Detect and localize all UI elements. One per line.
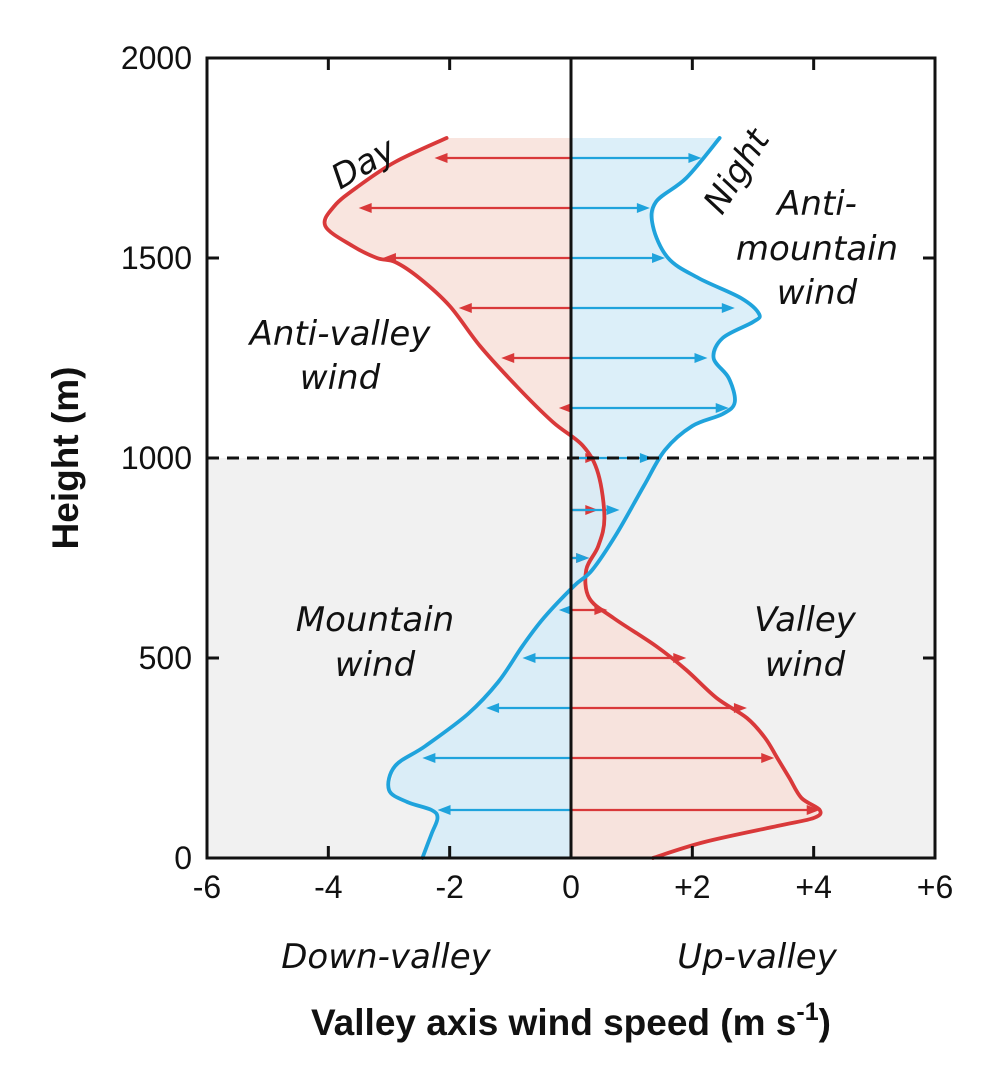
valley-wind-label-line2: wind xyxy=(765,645,846,685)
y-tick-label: 0 xyxy=(174,840,192,876)
anti-mountain-label-line1: Anti- xyxy=(775,184,857,224)
valley-wind-label-line1: Valley xyxy=(754,600,857,640)
y-tick-label: 2000 xyxy=(121,40,192,76)
x-axis-title: Valley axis wind speed (m s-1) xyxy=(311,998,831,1043)
y-tick-label: 1500 xyxy=(121,240,192,276)
y-tick-label: 500 xyxy=(139,640,192,676)
night-curve-label: Night xyxy=(696,121,779,221)
anti-valley-label-line1: Anti-valley xyxy=(248,314,432,354)
y-tick-label: 1000 xyxy=(121,440,192,476)
mountain-wind-label-line2: wind xyxy=(335,645,416,685)
anti-valley-label-line2: wind xyxy=(300,358,381,398)
up-valley-label: Up-valley xyxy=(677,937,838,977)
x-tick-label: 0 xyxy=(562,869,580,905)
x-tick-label: -4 xyxy=(314,869,342,905)
x-tick-label: +6 xyxy=(917,869,953,905)
x-tick-label: -2 xyxy=(435,869,463,905)
x-tick-label: -6 xyxy=(193,869,221,905)
x-axis-title-close: ) xyxy=(819,1002,831,1043)
mountain-wind-label-line1: Mountain xyxy=(296,600,454,640)
x-tick-label: +2 xyxy=(674,869,710,905)
x-axis-title-superscript: -1 xyxy=(796,998,818,1026)
down-valley-label: Down-valley xyxy=(281,937,491,977)
anti-mountain-label-line3: wind xyxy=(777,273,858,313)
x-axis-title-text: Valley axis wind speed (m s xyxy=(311,1002,796,1043)
anti-mountain-label-line2: mountain xyxy=(736,229,898,269)
x-tick-label: +4 xyxy=(795,869,831,905)
y-axis-title: Height (m) xyxy=(45,367,86,550)
